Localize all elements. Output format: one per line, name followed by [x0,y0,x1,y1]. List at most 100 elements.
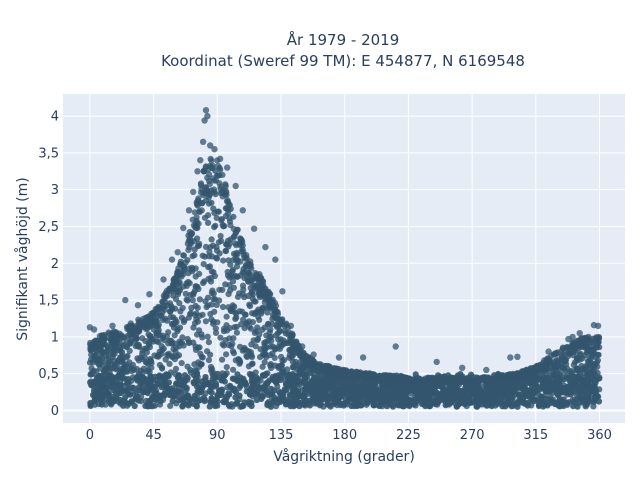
data-point [185,247,192,254]
data-point [238,321,245,328]
data-point [243,347,250,354]
data-point [490,384,497,391]
data-point [357,396,364,403]
data-point [265,297,272,304]
data-point [269,321,276,328]
data-point [109,365,116,372]
data-point [212,325,219,332]
data-point [191,395,198,402]
data-point [563,389,570,396]
data-point [583,338,590,345]
data-point [518,372,526,379]
data-point [312,360,320,367]
data-point [175,389,182,396]
data-point [539,364,546,371]
outlier-point [185,207,193,214]
data-point [152,373,159,380]
data-point [224,237,232,244]
outlier-point [594,322,602,329]
tick-labels: 0 45 90 135 180 225 270 315 360 0 0,5 1 1,5 2 2,5 3 3,5 4 [38,110,612,443]
data-point [91,378,98,385]
data-point [497,383,504,390]
data-point [569,388,576,395]
data-point [255,376,262,383]
data-point [213,214,220,221]
data-point [196,296,203,303]
data-point [378,387,385,394]
data-point [569,370,576,377]
data-point [289,331,296,338]
data-point [200,394,207,401]
data-point [225,304,232,311]
data-point [221,397,228,404]
data-point [256,316,263,323]
data-point [205,357,212,364]
data-point [391,376,398,383]
data-point [350,390,357,397]
data-point [562,367,569,374]
data-point [274,330,281,337]
data-point [209,371,216,378]
data-point [122,399,129,406]
chart-title-line-2: Koordinat (Sweref 99 TM): E 454877, N 61… [161,52,525,70]
data-point [444,397,451,404]
data-point [265,321,272,328]
data-point [177,308,184,315]
data-point [557,399,564,406]
data-point [543,374,550,381]
x-tick-label: 90 [209,428,226,443]
data-point [193,214,200,221]
data-point [233,400,240,407]
data-point [187,310,195,317]
data-point [223,364,230,371]
data-point [198,361,205,368]
data-point [192,273,199,280]
data-point [230,284,237,291]
data-point [86,359,94,366]
x-tick-label: 135 [269,428,294,443]
data-point [212,380,219,387]
data-point [126,322,133,329]
data-point [250,283,257,290]
data-point [385,401,392,408]
data-point [582,403,589,410]
data-point [385,383,392,391]
data-point [500,372,507,379]
data-point [201,214,209,221]
data-point [286,354,293,361]
data-point [296,350,303,357]
y-tick-label: 2,5 [38,220,59,235]
outlier-point [190,188,197,196]
data-point [166,300,174,307]
data-point [192,283,199,290]
data-point [141,345,148,352]
data-point [527,379,535,387]
data-point [471,378,478,385]
data-point [243,352,250,359]
data-point [513,375,520,382]
data-point [423,396,430,403]
data-point [579,397,586,404]
data-point [215,239,222,246]
data-point [217,390,224,397]
data-point [452,375,459,382]
data-point [212,329,220,336]
data-point [556,366,563,373]
y-tick-label: 4 [51,110,59,125]
data-point [386,391,394,398]
data-point [296,392,303,399]
data-point [223,322,230,329]
data-point [247,386,254,394]
data-point [497,400,505,407]
data-point [148,314,155,321]
data-point [109,354,116,361]
data-point [195,195,202,202]
data-point [546,358,553,365]
data-point [115,398,122,405]
data-point [155,329,162,336]
data-point [140,379,147,386]
data-point [124,352,131,360]
outlier-point [174,249,181,256]
data-point [252,343,259,350]
y-tick-label: 1,5 [38,294,59,309]
